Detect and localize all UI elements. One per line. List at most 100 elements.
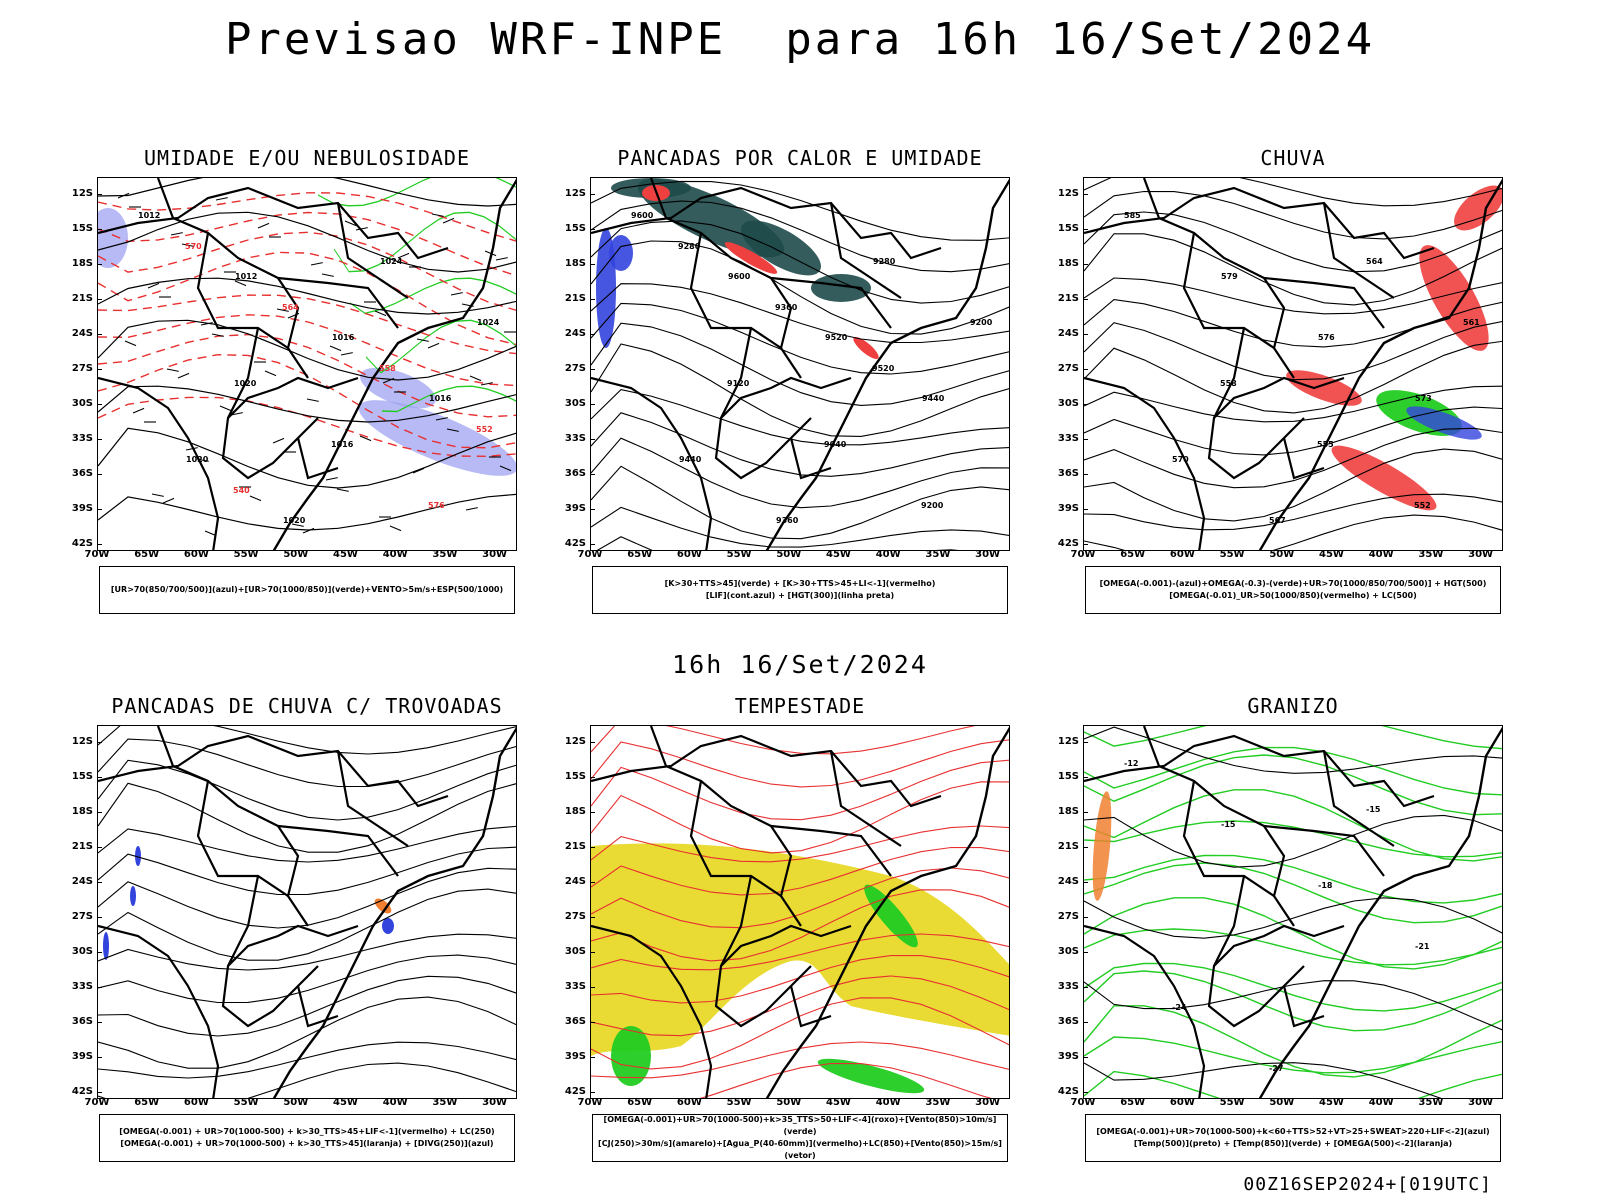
panel-title: TEMPESTADE [734, 694, 866, 718]
lat-tick [1083, 1057, 1088, 1058]
wind-vector [177, 372, 190, 379]
lat-tick [590, 987, 595, 988]
lat-tick [1083, 847, 1088, 848]
lat-tick [97, 404, 102, 405]
country-border [714, 875, 812, 1028]
wind-vector [181, 243, 194, 247]
longitude-label: 40W [1368, 549, 1394, 560]
streamline [98, 782, 516, 853]
longitude-label: 45W [1319, 549, 1344, 560]
lat-tick [1083, 812, 1088, 813]
contour-label: 9200 [970, 318, 993, 327]
legend-caption: [OMEGA(-0.001) + UR>70(1000-500) + k>30_… [99, 1114, 515, 1162]
streamline [98, 933, 516, 971]
contour-label: 558 [1220, 379, 1237, 388]
lat-tick [1083, 917, 1088, 918]
contour-label: 564 [1366, 257, 1383, 266]
country-border [336, 750, 409, 847]
country-border [296, 985, 339, 1028]
temp850-contour [1084, 854, 1502, 904]
country-border [770, 824, 892, 877]
coastline [272, 179, 516, 550]
contour-label: 9520 [872, 364, 895, 373]
lat-tick [590, 229, 595, 230]
longitude-label: 55W [726, 1097, 752, 1108]
country-border [591, 186, 942, 260]
lat-tick [97, 509, 102, 510]
contour-label: -27 [1269, 1064, 1283, 1073]
contour-label: 1016 [332, 333, 355, 342]
lat-tick [590, 474, 595, 475]
weather-map [97, 725, 517, 1099]
streamline [591, 1041, 1009, 1079]
longitude-label: 40W [1368, 1097, 1394, 1108]
jet-stream-yellow [591, 843, 1009, 1056]
divergence-blue [382, 918, 394, 934]
thickness-contour [98, 353, 516, 449]
temp850-contour [1084, 1070, 1502, 1098]
streamline [98, 825, 516, 863]
streamline [98, 888, 516, 961]
latitude-label: 42S [71, 538, 93, 549]
latitude-label: 42S [1057, 538, 1079, 549]
contour-label: 1020 [283, 516, 306, 525]
contour-label: 564 [282, 303, 299, 312]
rain-area-red [1419, 245, 1489, 351]
longitude-label: 65W [627, 1097, 653, 1108]
wind-vector [495, 257, 508, 261]
latitude-label: 36S [1057, 468, 1079, 479]
wind-vector [359, 435, 372, 442]
wind-vector [416, 338, 429, 342]
wind-vector [147, 282, 160, 289]
lat-tick [97, 369, 102, 370]
streamline [98, 493, 516, 531]
legend-caption: [OMEGA(-0.001)+UR>70(1000-500)+k<60+TTS>… [1085, 1114, 1501, 1162]
wind-vector [124, 340, 137, 347]
wind-vector [170, 232, 183, 236]
contour-label: 1012 [138, 211, 160, 220]
longitude-label: 45W [826, 1097, 851, 1108]
country-border [277, 276, 399, 329]
streamline [1084, 514, 1502, 550]
contour-label: 9440 [679, 455, 702, 464]
temp850-contour [1084, 862, 1502, 924]
panel-title: PANCADAS DE CHUVA C/ TROVOADAS [111, 694, 503, 718]
temp500-contour [1084, 814, 1502, 868]
country-border [196, 232, 289, 349]
legend-line: [OMEGA(-0.001) + UR>70(1000-500) + k>30_… [119, 1127, 495, 1136]
wind-vector [306, 398, 319, 402]
temp850-contour [1084, 962, 1502, 1012]
longitude-label: 40W [875, 1097, 901, 1108]
country-border [649, 726, 802, 927]
main-title: Previsao WRF-INPE para 16h 16/Set/2024 [224, 14, 1376, 65]
wind-vector [397, 252, 410, 259]
streamline [591, 759, 1009, 821]
height-contour [591, 343, 1009, 437]
latitude-label: 27S [564, 911, 586, 922]
longitude-label: 50W [776, 549, 802, 560]
legend-caption: [K>30+TTS>45](verde) + [K>30+TTS>45+LI<-… [592, 566, 1008, 614]
country-border [227, 924, 359, 967]
longitude-label: 50W [776, 1097, 802, 1108]
lat-tick [97, 544, 102, 545]
latitude-label: 30S [1057, 946, 1079, 957]
height-contour [591, 322, 1009, 406]
streamline [98, 427, 516, 489]
country-border [227, 376, 359, 419]
longitude-label: 30W [975, 1097, 1001, 1108]
legend-line: [Temp(500)](preto) + [Temp(850)](verde) … [1133, 1139, 1453, 1148]
latitude-label: 39S [564, 503, 586, 514]
longitude-label: 40W [875, 549, 901, 560]
wind-vector [336, 488, 349, 492]
legend-line: [CJ(250)>30m/s](amarelo)+[Agua_P(40-60mm… [598, 1139, 1002, 1160]
latitude-label: 21S [564, 293, 586, 304]
contour-label: 579 [1221, 272, 1238, 281]
lat-tick [1083, 194, 1088, 195]
lat-tick [590, 917, 595, 918]
temp850-contour [1084, 1036, 1502, 1074]
temp850-contour [1084, 970, 1502, 1032]
coastline [765, 179, 1009, 550]
wind-vector [249, 495, 262, 502]
country-border [829, 202, 902, 299]
latitude-label: 12S [71, 736, 93, 747]
